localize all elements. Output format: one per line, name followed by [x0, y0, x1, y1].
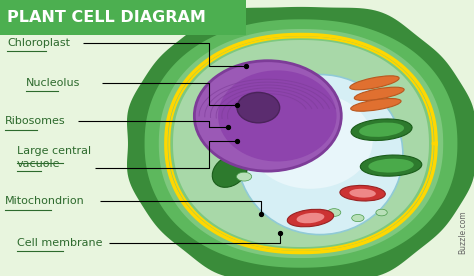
Ellipse shape: [328, 209, 341, 216]
Ellipse shape: [351, 119, 412, 140]
Ellipse shape: [349, 189, 376, 198]
Ellipse shape: [218, 70, 337, 161]
Text: Nucleolus: Nucleolus: [26, 78, 81, 88]
Ellipse shape: [240, 133, 257, 143]
Ellipse shape: [251, 153, 265, 161]
Polygon shape: [159, 29, 443, 258]
Ellipse shape: [368, 159, 414, 172]
Ellipse shape: [194, 61, 341, 171]
Ellipse shape: [237, 92, 280, 123]
Ellipse shape: [237, 172, 252, 181]
Ellipse shape: [287, 209, 334, 227]
Text: Buzzle.com: Buzzle.com: [458, 210, 467, 254]
Ellipse shape: [340, 185, 385, 201]
Text: Ribosomes: Ribosomes: [5, 116, 65, 126]
Ellipse shape: [360, 155, 422, 176]
Ellipse shape: [248, 93, 373, 189]
Ellipse shape: [297, 213, 324, 223]
Text: Large central
vacuole: Large central vacuole: [17, 146, 91, 169]
FancyBboxPatch shape: [0, 0, 246, 34]
Polygon shape: [173, 40, 429, 247]
Ellipse shape: [350, 76, 399, 90]
Text: Chloroplast: Chloroplast: [7, 38, 70, 48]
Ellipse shape: [351, 99, 401, 111]
Ellipse shape: [237, 75, 403, 235]
Ellipse shape: [203, 105, 237, 138]
Text: Mitochondrion: Mitochondrion: [5, 197, 84, 206]
Ellipse shape: [352, 214, 364, 222]
Text: Cell membrane: Cell membrane: [17, 238, 102, 248]
Ellipse shape: [359, 123, 404, 137]
Polygon shape: [145, 19, 457, 268]
Ellipse shape: [212, 155, 247, 187]
Ellipse shape: [376, 209, 387, 216]
Text: PLANT CELL DIAGRAM: PLANT CELL DIAGRAM: [7, 10, 206, 25]
Polygon shape: [127, 7, 474, 276]
Ellipse shape: [354, 87, 404, 100]
